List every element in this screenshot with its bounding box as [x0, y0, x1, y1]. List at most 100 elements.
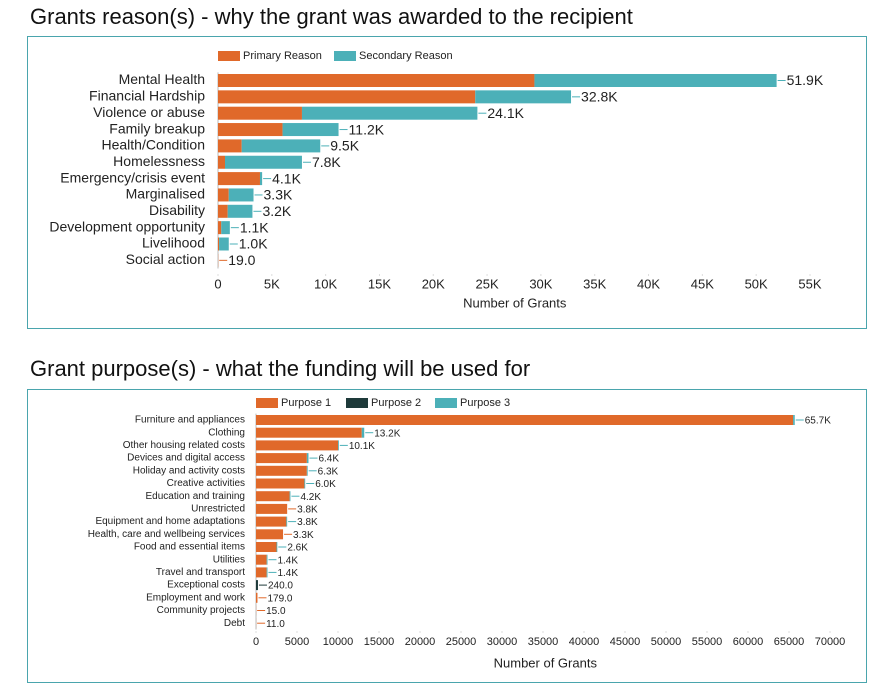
bar-segment	[256, 491, 290, 502]
bar-segment	[256, 542, 277, 552]
bar-segment	[218, 139, 242, 153]
category-label: Creative activities	[167, 478, 245, 489]
category-label: Mental Health	[119, 71, 205, 87]
x-tick-label: 20K	[422, 276, 445, 291]
category-label: Violence or abuse	[93, 104, 205, 120]
value-label: 6.0K	[315, 479, 336, 490]
chart-title: Grant purpose(s) - what the funding will…	[30, 356, 531, 381]
legend-swatch	[334, 51, 356, 61]
category-label: Furniture and appliances	[135, 415, 245, 426]
value-label: 24.1K	[487, 105, 524, 121]
value-label: 3.8K	[297, 505, 318, 516]
category-label: Financial Hardship	[89, 88, 205, 104]
legend-swatch	[346, 398, 368, 408]
category-label: Marginalised	[126, 186, 205, 202]
bar-segment	[241, 139, 321, 153]
value-label: 11.2K	[349, 121, 385, 137]
x-tick-label: 65000	[774, 636, 805, 648]
category-label: Equipment and home adaptations	[95, 516, 245, 527]
bar-segment	[227, 204, 253, 218]
bar-segment	[228, 188, 254, 202]
category-label: Homelessness	[113, 153, 205, 169]
value-label: 3.2K	[262, 203, 291, 219]
bar-segment	[221, 221, 230, 235]
bar-segment	[306, 465, 308, 476]
x-tick-label: 55000	[692, 636, 723, 648]
category-label: Livelihood	[142, 235, 205, 251]
x-tick-label: 30K	[529, 276, 552, 291]
value-label: 3.8K	[297, 517, 318, 528]
value-label: 13.2K	[374, 428, 400, 439]
x-tick-label: 45K	[691, 276, 714, 291]
bar-segment	[256, 415, 794, 425]
bar-segment	[256, 440, 338, 451]
value-label: 6.4K	[318, 454, 339, 465]
x-tick-label: 0	[214, 276, 221, 291]
bar-segment	[218, 74, 535, 87]
bar-segment	[793, 415, 795, 425]
x-axis-label: Number of Grants	[463, 295, 567, 310]
bar-segment	[266, 567, 268, 578]
category-label: Family breakup	[109, 120, 205, 136]
x-tick-label: 25000	[446, 636, 477, 648]
bar-segment	[218, 123, 283, 137]
value-label: 179.0	[267, 593, 292, 604]
legend-swatch	[256, 398, 278, 408]
bar-segment	[256, 453, 307, 464]
category-label: Development opportunity	[49, 218, 205, 234]
value-label: 4.2K	[300, 492, 321, 503]
category-label: Food and essential items	[134, 542, 245, 553]
category-label: Health, care and wellbeing services	[88, 529, 245, 540]
value-label: 3.3K	[293, 530, 314, 541]
x-tick-label: 50K	[745, 276, 768, 291]
x-tick-label: 40K	[637, 276, 660, 291]
value-label: 7.8K	[312, 154, 341, 170]
bar-segment	[306, 453, 309, 464]
value-label: 6.3K	[318, 466, 339, 477]
panel	[27, 389, 867, 683]
category-label: Disability	[149, 202, 205, 218]
bar-segment	[256, 529, 284, 540]
bar-segment	[282, 123, 339, 137]
value-label: 10.1K	[349, 441, 375, 452]
bar-segment	[256, 516, 287, 527]
category-label: Health/Condition	[101, 137, 205, 153]
category-label: Other housing related costs	[123, 440, 245, 451]
bar-segment	[218, 237, 220, 251]
value-label: 1.1K	[240, 219, 269, 235]
bar-segment	[218, 90, 476, 104]
category-label: Travel and transport	[156, 567, 245, 578]
x-tick-label: 15000	[364, 636, 395, 648]
category-label: Community projects	[157, 605, 245, 616]
legend-label: Purpose 1	[281, 397, 331, 409]
x-tick-label: 20000	[405, 636, 436, 648]
x-tick-label: 5K	[264, 276, 280, 291]
chart-title: Grants reason(s) - why the grant was awa…	[30, 4, 633, 29]
bar-segment	[256, 567, 267, 578]
legend-label: Secondary Reason	[359, 50, 453, 62]
x-tick-label: 60000	[733, 636, 764, 648]
bar-segment	[259, 172, 263, 186]
bar-segment	[256, 592, 258, 603]
bar-segment	[361, 427, 365, 438]
x-tick-label: 10000	[323, 636, 354, 648]
bar-segment	[256, 580, 258, 591]
x-tick-label: 10K	[314, 276, 337, 291]
category-label: Employment and work	[146, 592, 246, 603]
bar-segment	[304, 478, 306, 489]
bar-segment	[286, 516, 288, 527]
legend-label: Primary Reason	[243, 50, 322, 62]
bar-segment	[276, 542, 278, 552]
x-tick-label: 15K	[368, 276, 391, 291]
bar-segment	[218, 172, 260, 186]
value-label: 9.5K	[330, 138, 359, 154]
value-label: 2.6K	[287, 543, 308, 554]
bar-segment	[266, 554, 268, 565]
category-label: Exceptional costs	[167, 580, 245, 591]
value-label: 4.1K	[272, 170, 301, 186]
bar-segment	[256, 503, 288, 514]
value-label: 51.9K	[787, 72, 824, 88]
category-label: Devices and digital access	[127, 453, 245, 464]
